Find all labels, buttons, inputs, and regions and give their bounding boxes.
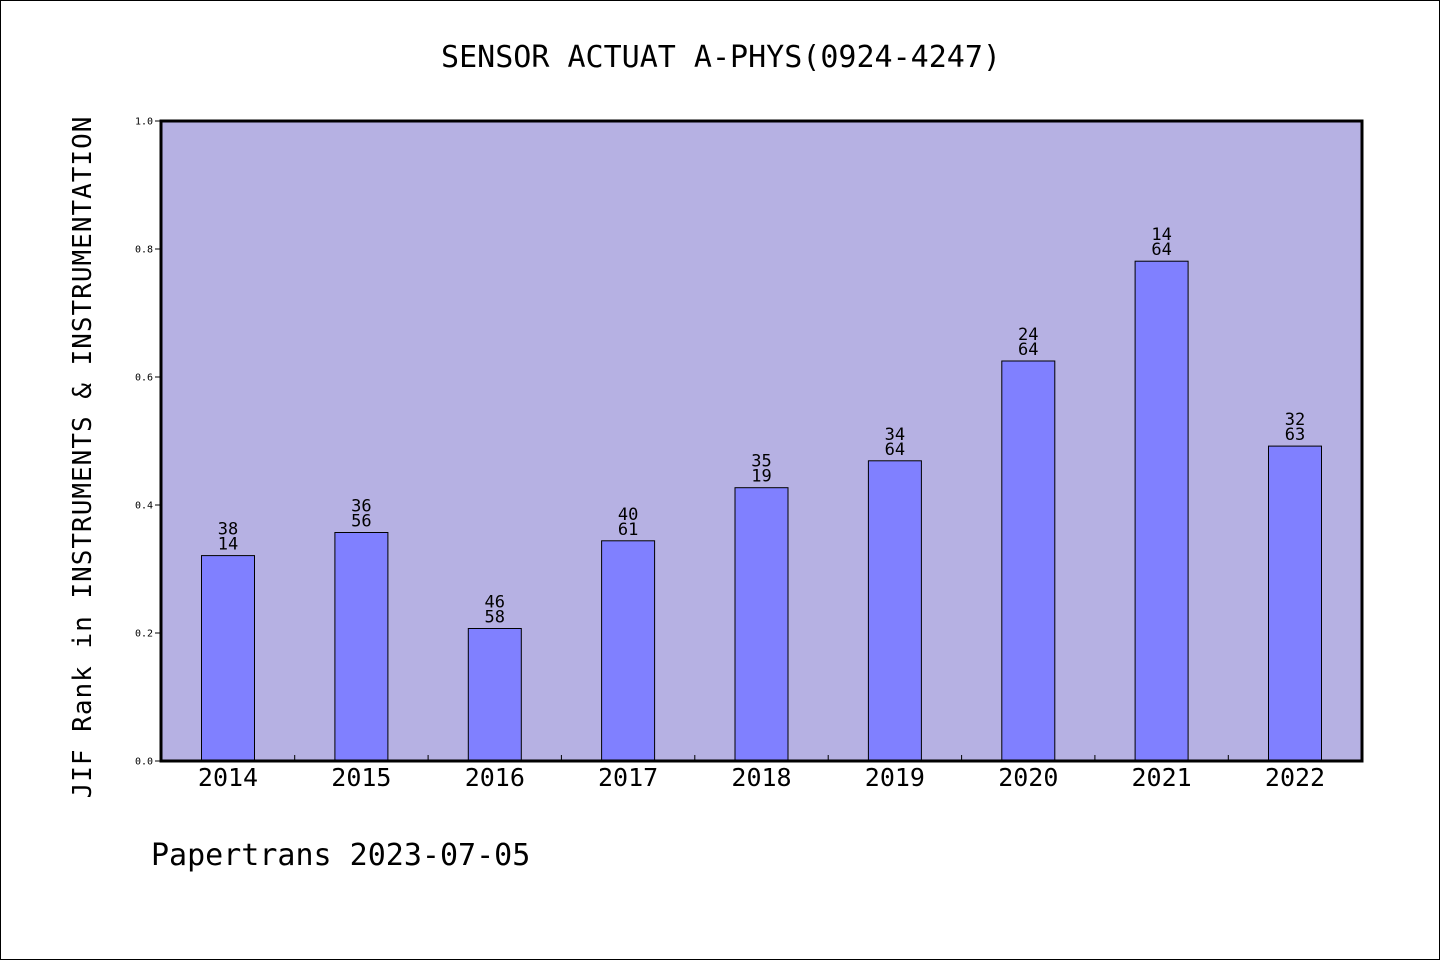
bar-label-bottom-2017: 61 <box>618 520 638 540</box>
bar-2021 <box>1134 260 1189 762</box>
bar-label-top-2019: 34 <box>885 425 905 445</box>
bar-2022 <box>1268 445 1322 762</box>
bar-2019 <box>867 460 922 762</box>
y-tick-label-1.0: 1.0 <box>135 117 153 128</box>
bar-2020 <box>1001 360 1056 762</box>
y-axis: 0.0 0.2 0.4 0.6 0.8 1.0 <box>135 117 161 768</box>
chart-title: SENSOR ACTUAT A-PHYS(0924-4247) <box>441 40 1001 75</box>
x-tick-label-2014: 2014 <box>198 763 258 792</box>
bar-label-top-2017: 40 <box>618 505 638 525</box>
footer-text: Papertrans 2023-07-05 <box>151 838 530 873</box>
x-tick-label-2016: 2016 <box>465 763 525 792</box>
bar-label-top-2020: 24 <box>1018 325 1038 345</box>
bar-label-top-2015: 36 <box>351 497 371 517</box>
bar-label-bottom-2016: 58 <box>485 608 505 628</box>
x-tick-label-2022: 2022 <box>1265 763 1325 792</box>
y-tick-label-0.4: 0.4 <box>135 501 153 512</box>
bar-label-bottom-2020: 64 <box>1018 340 1038 360</box>
x-tick-label-2019: 2019 <box>865 763 925 792</box>
bar-label-top-2021: 14 <box>1151 225 1171 245</box>
y-tick-label-0.8: 0.8 <box>135 245 153 256</box>
plot-border <box>159 119 1364 763</box>
bar-label-bottom-2022: 63 <box>1285 425 1305 445</box>
x-axis: 2014 2015 2016 2017 2018 2019 2020 2021 2022 <box>198 755 1325 792</box>
bar-label-bottom-2015: 56 <box>351 512 371 532</box>
bars <box>201 260 1322 762</box>
bar-2014 <box>201 555 255 762</box>
bar-label-top-2022: 32 <box>1285 410 1305 430</box>
x-tick-label-2021: 2021 <box>1131 763 1191 792</box>
bar-2016 <box>467 628 522 762</box>
x-tick-label-2018: 2018 <box>731 763 791 792</box>
x-tick-label-2015: 2015 <box>331 763 391 792</box>
bar-2017 <box>601 540 656 762</box>
x-tick-label-2020: 2020 <box>998 763 1058 792</box>
y-tick-label-0.6: 0.6 <box>135 373 153 384</box>
bar-2015 <box>334 532 389 762</box>
bar-label-top-2014: 38 <box>218 520 238 540</box>
y-tick-label-0.2: 0.2 <box>135 629 153 640</box>
bar-label-bottom-2019: 64 <box>885 440 905 460</box>
x-tick-label-2017: 2017 <box>598 763 658 792</box>
bar-2018 <box>734 487 789 762</box>
bar-label-bottom-2014: 14 <box>218 535 238 555</box>
y-axis-label: JIF Rank in INSTRUMENTS & INSTRUMENTATIO… <box>68 116 98 799</box>
bar-label-bottom-2021: 64 <box>1151 240 1171 260</box>
bar-label-top-2016: 46 <box>485 593 505 613</box>
bar-label-bottom-2018: 19 <box>751 467 771 487</box>
bar-label-top-2018: 35 <box>751 452 771 472</box>
y-tick-label-0.0: 0.0 <box>135 757 153 768</box>
